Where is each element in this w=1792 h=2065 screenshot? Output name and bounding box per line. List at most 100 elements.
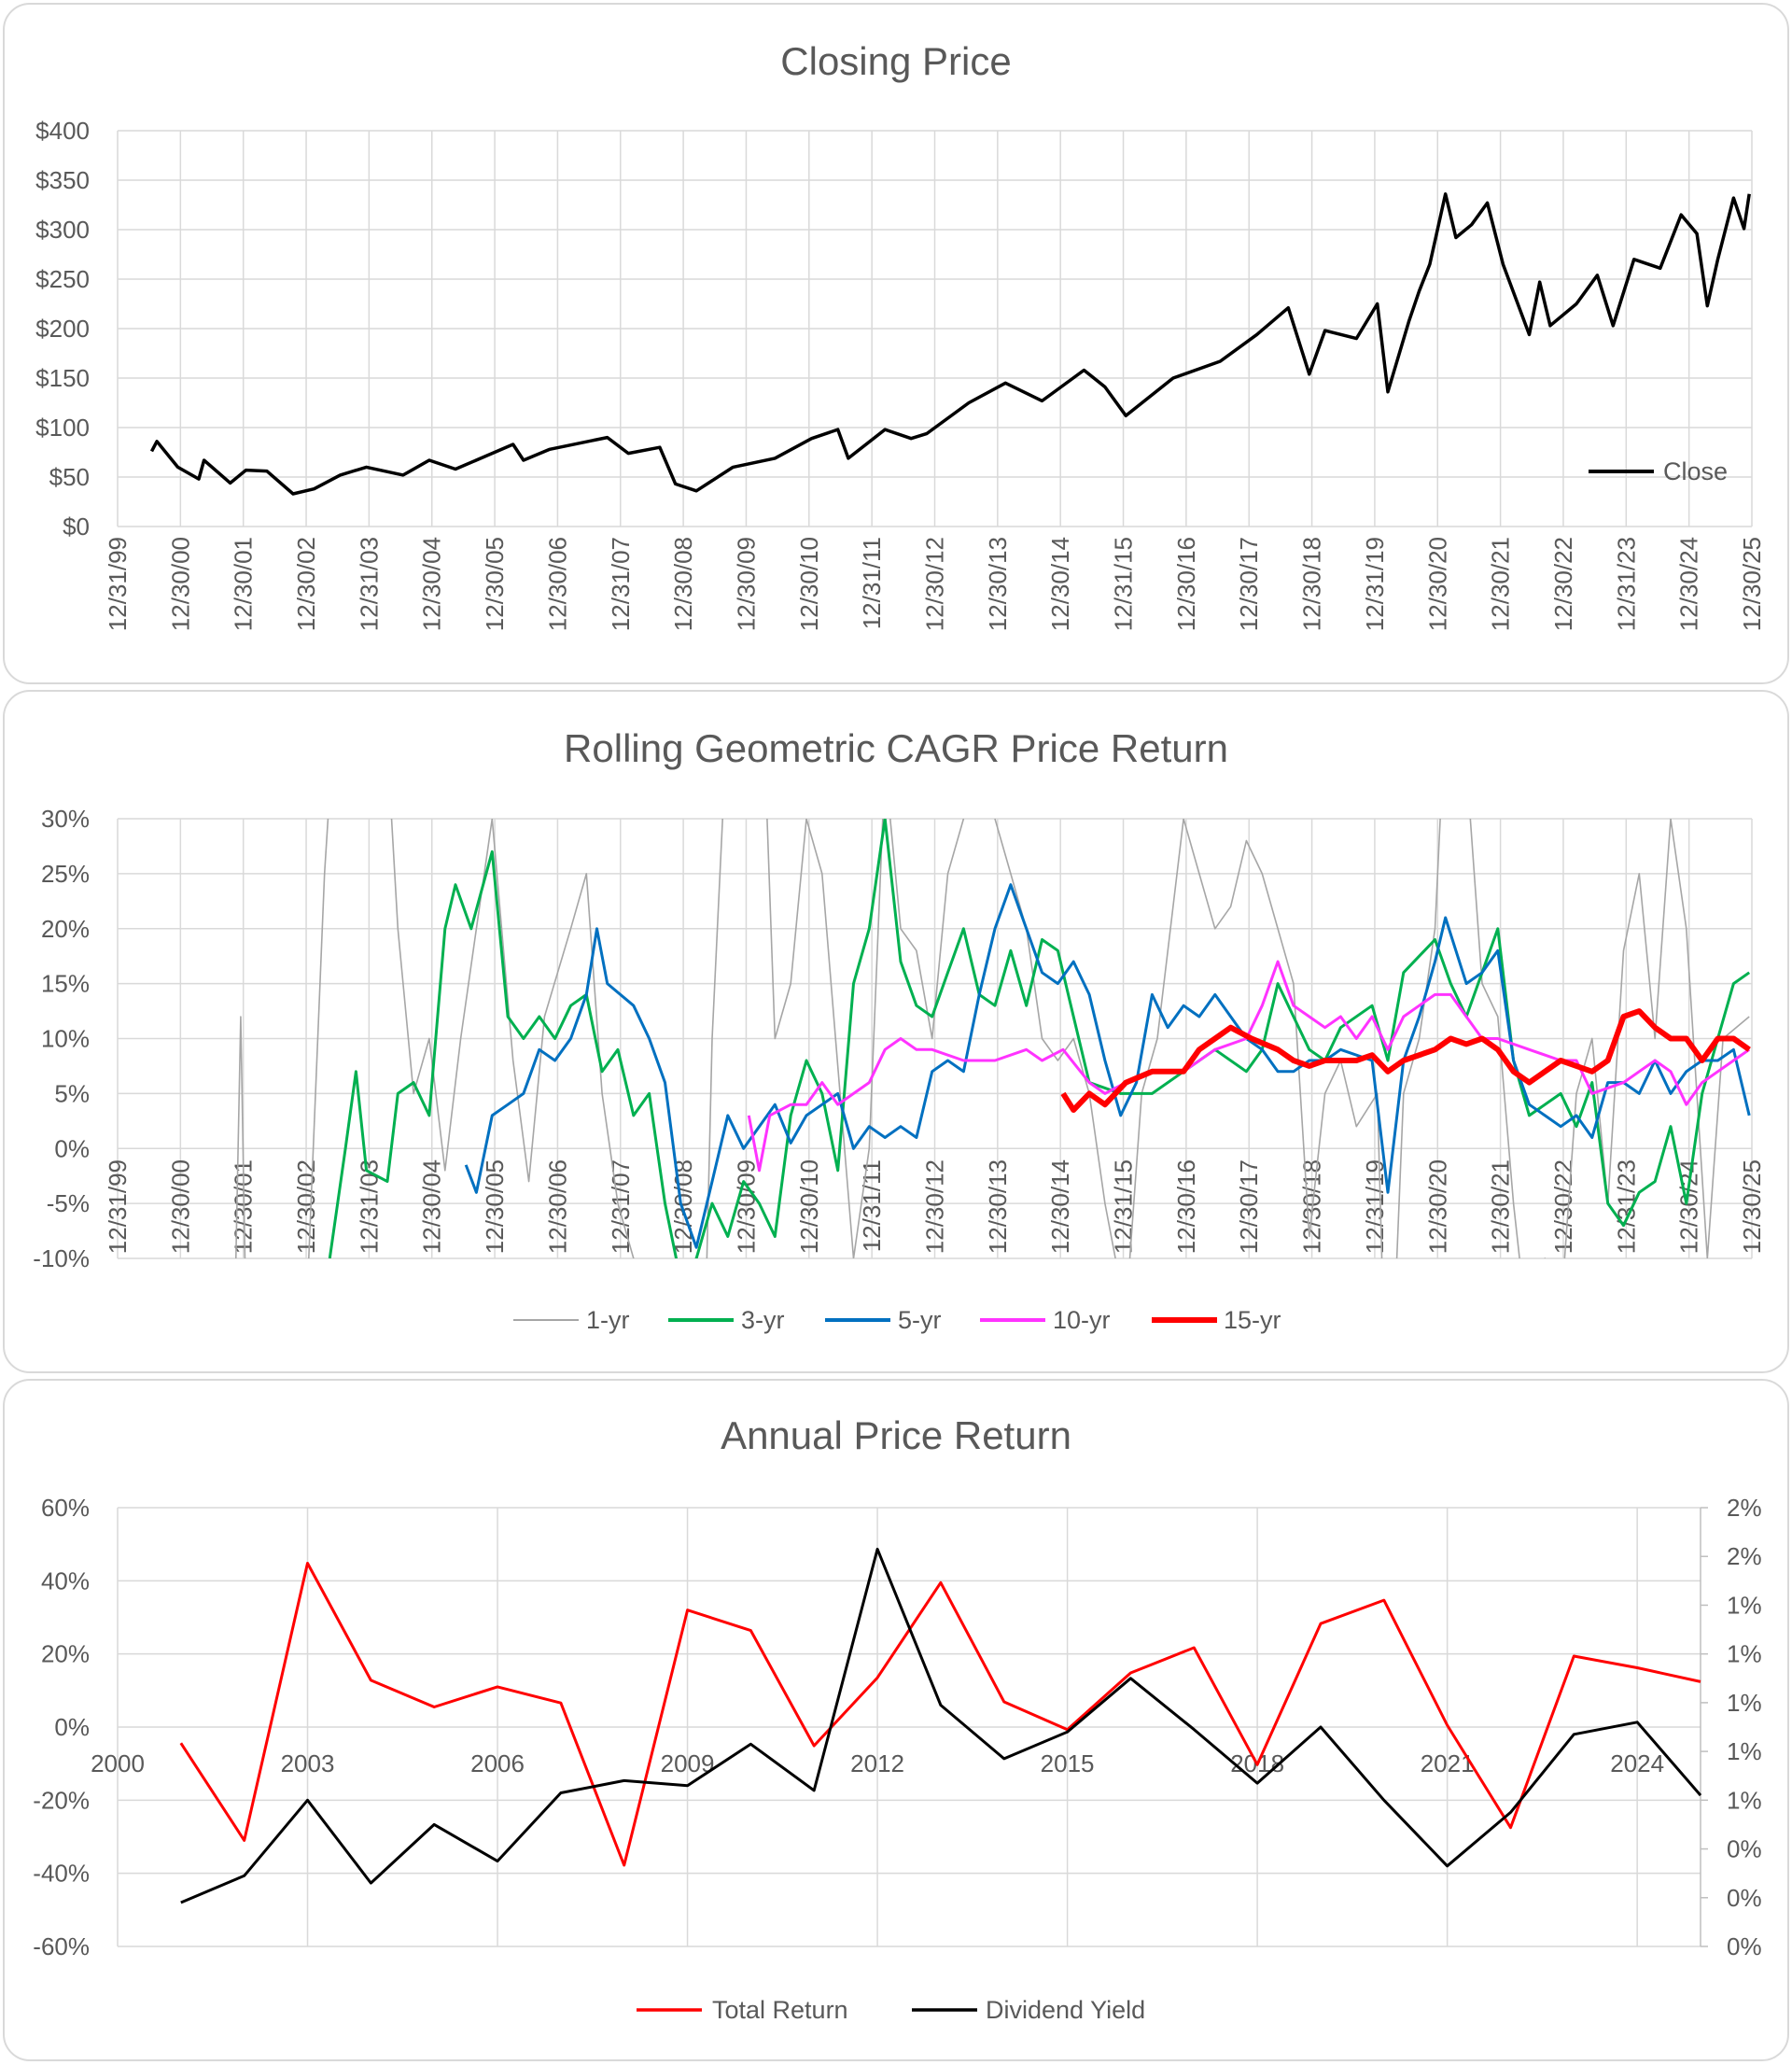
x-tick-label: 12/31/19 (1361, 537, 1389, 631)
y-tick-label: 5% (54, 1079, 90, 1107)
x-tick-label: 12/30/12 (921, 1159, 949, 1254)
x-tick-label: 12/30/04 (418, 537, 446, 631)
x-tick-label: 2012 (850, 1749, 904, 1777)
x-tick-label: 12/30/17 (1235, 1159, 1263, 1254)
y-tick-label: $250 (35, 265, 90, 293)
x-tick-label: 12/30/06 (543, 537, 571, 631)
legend-label-close: Close (1663, 457, 1728, 485)
legend-label-10-yr: 10-yr (1053, 1306, 1111, 1334)
x-tick-label: 2003 (281, 1749, 335, 1777)
y2-tick-label: 1% (1727, 1737, 1762, 1765)
legend-label-3-yr: 3-yr (741, 1306, 785, 1334)
closing-price-chart: $0 $50 $100 $150 $200 $250 $300 $350 $400 12/31/9… (35, 117, 1766, 631)
x-tick-label: 12/31/03 (355, 537, 383, 631)
x-tick-label: 12/31/99 (104, 1159, 132, 1254)
x-tick-label: 12/30/02 (292, 1159, 320, 1254)
x-tick-label: 12/30/22 (1549, 537, 1577, 631)
x-tick-label: 12/30/01 (230, 537, 258, 631)
x-tick-label: 12/30/05 (481, 537, 509, 631)
x-tick-label: 12/30/21 (1487, 1159, 1515, 1254)
x-tick-label: 2024 (1610, 1749, 1664, 1777)
x-tick-label: 12/30/21 (1487, 537, 1515, 631)
x-tick-label: 12/30/24 (1675, 537, 1703, 631)
annual-return-title: Annual Price Return (721, 1413, 1071, 1457)
x-tick-label: 12/30/14 (1046, 537, 1074, 631)
y-tick-label: $150 (35, 364, 90, 392)
y-tick-label: 10% (41, 1025, 90, 1053)
closing-price-panel (3, 3, 1789, 684)
y2-tick-label: 0% (1727, 1932, 1762, 1960)
y-tick-label: 20% (41, 915, 90, 943)
x-tick-label: 12/31/23 (1612, 537, 1640, 631)
y-tick-label: -40% (33, 1860, 90, 1888)
y-tick-label: 40% (41, 1566, 90, 1594)
y-tick-label: 60% (41, 1494, 90, 1522)
y-tick-label: -10% (33, 1244, 90, 1272)
series-line-close (149, 192, 1751, 496)
x-tick-label: 2000 (91, 1749, 145, 1777)
x-tick-label: 12/31/19 (1361, 1159, 1389, 1254)
series-line-total-return (179, 1562, 1701, 1867)
x-tick-label: 12/30/18 (1298, 537, 1326, 631)
x-tick-label: 12/31/11 (858, 537, 886, 629)
series-line-1-yr (234, 819, 1750, 1258)
x-tick-label: 12/30/10 (795, 1159, 823, 1254)
x-tick-label: 12/30/00 (166, 1159, 194, 1254)
rolling-cagr-title: Rolling Geometric CAGR Price Return (564, 726, 1228, 770)
x-tick-label: 2006 (470, 1749, 525, 1777)
y-tick-label: -5% (47, 1189, 90, 1217)
x-tick-label: 12/30/08 (669, 537, 697, 631)
y-tick-label: 15% (41, 970, 90, 998)
x-tick-label: 12/31/03 (355, 1159, 383, 1254)
series-line-dividend-yield (180, 1547, 1702, 1904)
y-tick-label: $400 (35, 117, 90, 145)
x-tick-label: 12/30/22 (1549, 1159, 1577, 1254)
y-tick-label: 20% (41, 1640, 90, 1668)
annual-return-chart: -60% -40% -20% 0% 20% 40% 60% 0% 0% 0% 1% 1% 1% 1% 1% 2… (33, 1494, 1761, 2024)
y-tick-label: $200 (35, 315, 90, 343)
y-tick-label: $0 (63, 513, 90, 541)
y2-tick-label: 1% (1727, 1640, 1762, 1668)
y-tick-label: $300 (35, 216, 90, 244)
legend-label-dividend-yield: Dividend Yield (986, 1996, 1145, 2024)
x-tick-label: 12/31/15 (1110, 537, 1138, 631)
x-tick-label: 12/30/16 (1172, 1159, 1200, 1254)
y2-tick-label: 0% (1727, 1884, 1762, 1912)
rolling-cagr-chart: -10% -5% 0% 5% 10% 15% 20% 25% 30% 12/31/99 12/30/… (33, 805, 1766, 1334)
y-tick-label: -60% (33, 1932, 90, 1960)
x-tick-label: 2015 (1041, 1749, 1095, 1777)
series-line-10-yr (747, 960, 1751, 1173)
x-tick-label: 12/31/23 (1612, 1159, 1640, 1254)
x-tick-label: 12/30/20 (1423, 537, 1451, 631)
x-tick-label: 12/30/13 (984, 537, 1012, 631)
x-tick-label: 12/30/20 (1423, 1159, 1451, 1254)
y-tick-label: $100 (35, 414, 90, 442)
x-tick-label: 12/31/99 (104, 537, 132, 631)
y-tick-label: $350 (35, 166, 90, 194)
x-tick-label: 12/30/05 (481, 1159, 509, 1254)
x-tick-label: 12/30/09 (732, 537, 760, 631)
legend-label-15-yr: 15-yr (1224, 1306, 1281, 1334)
x-tick-label: 12/30/04 (418, 1159, 446, 1254)
y-tick-label: 30% (41, 805, 90, 833)
y-tick-label: -20% (33, 1786, 90, 1814)
y2-tick-label: 1% (1727, 1591, 1762, 1619)
x-tick-label: 12/30/25 (1738, 537, 1766, 631)
x-tick-label: 12/31/07 (607, 537, 635, 631)
x-tick-label: 12/31/07 (607, 1159, 635, 1254)
y2-tick-label: 1% (1727, 1689, 1762, 1717)
x-tick-label: 12/30/16 (1172, 537, 1200, 631)
series-line-5-yr (464, 883, 1751, 1249)
y2-tick-label: 0% (1727, 1835, 1762, 1863)
y-tick-label: 0% (54, 1134, 90, 1162)
y-tick-label: 0% (54, 1713, 90, 1741)
x-tick-label: 12/30/02 (292, 537, 320, 631)
closing-price-title: Closing Price (780, 39, 1011, 83)
y2-tick-label: 1% (1727, 1786, 1762, 1814)
x-tick-label: 12/31/11 (858, 1159, 886, 1252)
x-tick-label: 12/30/12 (921, 537, 949, 631)
y2-tick-label: 2% (1727, 1494, 1762, 1522)
x-tick-label: 12/30/13 (984, 1159, 1012, 1254)
annual-return-panel (3, 1379, 1789, 2061)
